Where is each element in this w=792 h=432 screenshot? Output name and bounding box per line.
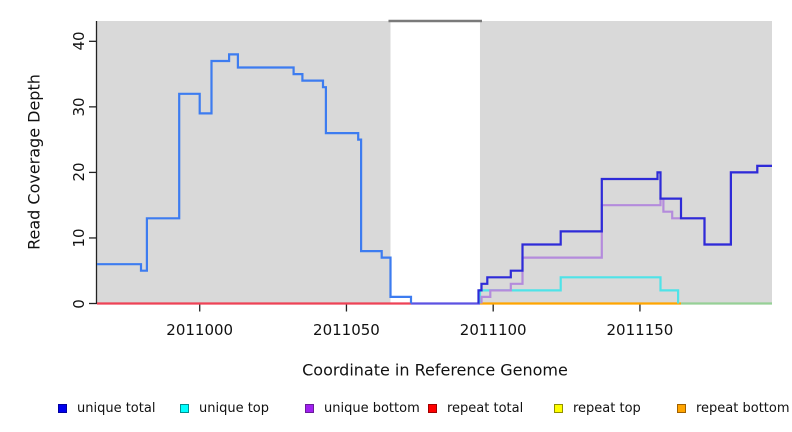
x-axis-title: Coordinate in Reference Genome bbox=[302, 360, 568, 380]
y-tick-label-0: 0 bbox=[70, 298, 88, 309]
shaded-region-left-contig bbox=[97, 21, 391, 304]
y-tick-label-40: 40 bbox=[70, 31, 88, 51]
shaded-region-right-contig bbox=[479, 21, 772, 304]
x-tick-label-2011000: 2011000 bbox=[166, 321, 234, 339]
series-line-unique-total-left-contig- bbox=[97, 53, 413, 304]
y-tick-label-30: 30 bbox=[70, 97, 88, 117]
y-axis-title: Read Coverage Depth bbox=[24, 74, 44, 250]
y-tick-label-20: 20 bbox=[70, 162, 88, 182]
x-tick-label-2011150: 2011150 bbox=[606, 321, 674, 339]
x-tick-label-2011050: 2011050 bbox=[313, 321, 380, 339]
x-tick-label-2011100: 2011100 bbox=[459, 321, 527, 339]
series-line-unique-total-right-contig- bbox=[477, 164, 772, 304]
y-tick-label-10: 10 bbox=[70, 228, 88, 248]
